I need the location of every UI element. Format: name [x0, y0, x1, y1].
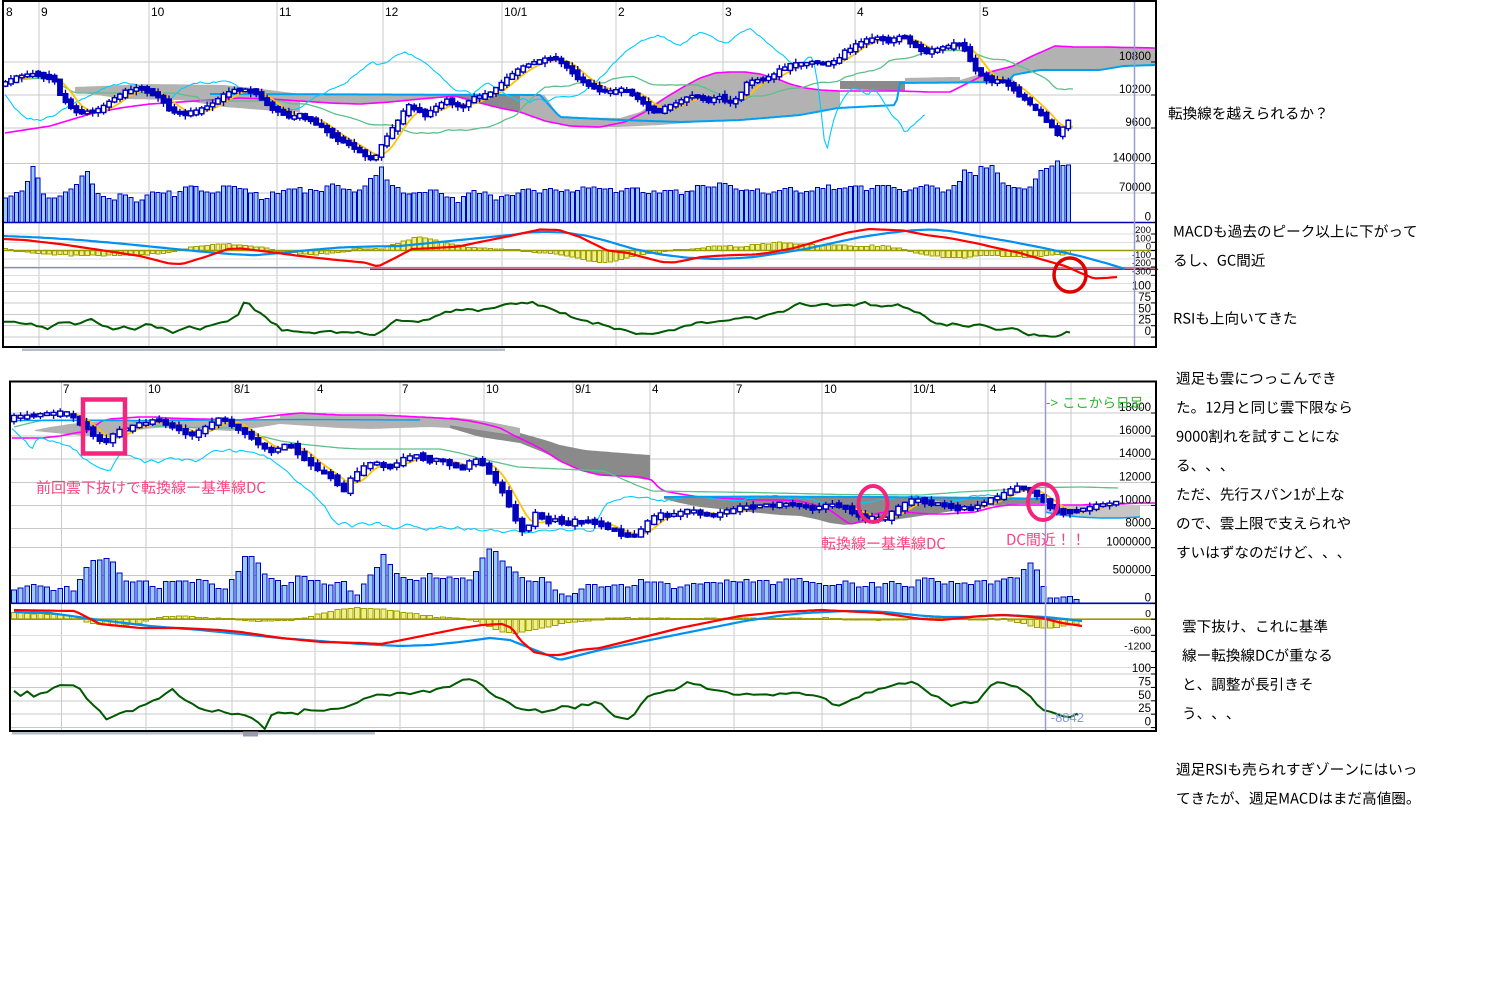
svg-text:0: 0 — [1145, 717, 1151, 729]
svg-text:0: 0 — [1145, 326, 1151, 338]
svg-text:5: 5 — [982, 5, 989, 19]
svg-text:7: 7 — [63, 384, 69, 396]
svg-text:100: 100 — [1132, 663, 1151, 675]
svg-text:3: 3 — [725, 5, 732, 19]
svg-text:200: 200 — [1135, 225, 1151, 236]
svg-text:16000: 16000 — [1119, 425, 1151, 437]
svg-text:-100: -100 — [1132, 250, 1151, 261]
svg-text:10: 10 — [148, 384, 161, 396]
svg-text:500000: 500000 — [1113, 565, 1151, 577]
svg-text:8000: 8000 — [1125, 518, 1151, 530]
svg-text:-600: -600 — [1130, 624, 1151, 636]
svg-text:100: 100 — [1135, 233, 1151, 244]
svg-text:7: 7 — [402, 384, 408, 396]
svg-text:4: 4 — [857, 5, 864, 19]
svg-text:0: 0 — [1145, 592, 1151, 604]
svg-text:75: 75 — [1138, 676, 1151, 688]
svg-text:10: 10 — [824, 384, 837, 396]
svg-text:12000: 12000 — [1119, 471, 1151, 483]
svg-text:140000: 140000 — [1113, 153, 1151, 165]
svg-text:8: 8 — [6, 5, 13, 19]
svg-text:4: 4 — [990, 384, 997, 396]
svg-text:4: 4 — [317, 384, 324, 396]
svg-text:4: 4 — [652, 384, 659, 396]
svg-text:10: 10 — [486, 384, 499, 396]
svg-text:0: 0 — [1145, 212, 1151, 224]
svg-text:-200: -200 — [1132, 258, 1151, 269]
svg-text:-8842: -8842 — [1051, 710, 1084, 725]
svg-text:-300: -300 — [1132, 266, 1151, 277]
svg-text:->: -> — [1046, 395, 1058, 410]
svg-text:50: 50 — [1138, 303, 1151, 315]
svg-text:18000: 18000 — [1119, 402, 1151, 414]
svg-text:9/1: 9/1 — [575, 384, 591, 396]
svg-text:0: 0 — [1145, 608, 1151, 620]
svg-text:8/1: 8/1 — [234, 384, 250, 396]
svg-text:10/1: 10/1 — [504, 5, 528, 19]
svg-text:9600: 9600 — [1125, 117, 1151, 129]
svg-text:100: 100 — [1132, 281, 1151, 293]
svg-text:50: 50 — [1138, 690, 1151, 702]
svg-text:7: 7 — [736, 384, 742, 396]
svg-text:-1200: -1200 — [1124, 640, 1151, 652]
svg-text:11: 11 — [279, 5, 292, 19]
svg-text:25: 25 — [1138, 703, 1151, 715]
svg-text:25: 25 — [1138, 315, 1151, 327]
svg-text:10000: 10000 — [1119, 494, 1151, 506]
svg-text:1000000: 1000000 — [1106, 537, 1151, 549]
svg-text:10/1: 10/1 — [913, 384, 935, 396]
svg-text:9: 9 — [41, 5, 48, 19]
svg-text:2: 2 — [618, 5, 625, 19]
svg-text:10: 10 — [151, 5, 165, 19]
svg-text:0: 0 — [1146, 242, 1151, 253]
svg-text:12: 12 — [385, 5, 399, 19]
svg-text:14000: 14000 — [1119, 448, 1151, 460]
svg-text:75: 75 — [1138, 292, 1151, 304]
